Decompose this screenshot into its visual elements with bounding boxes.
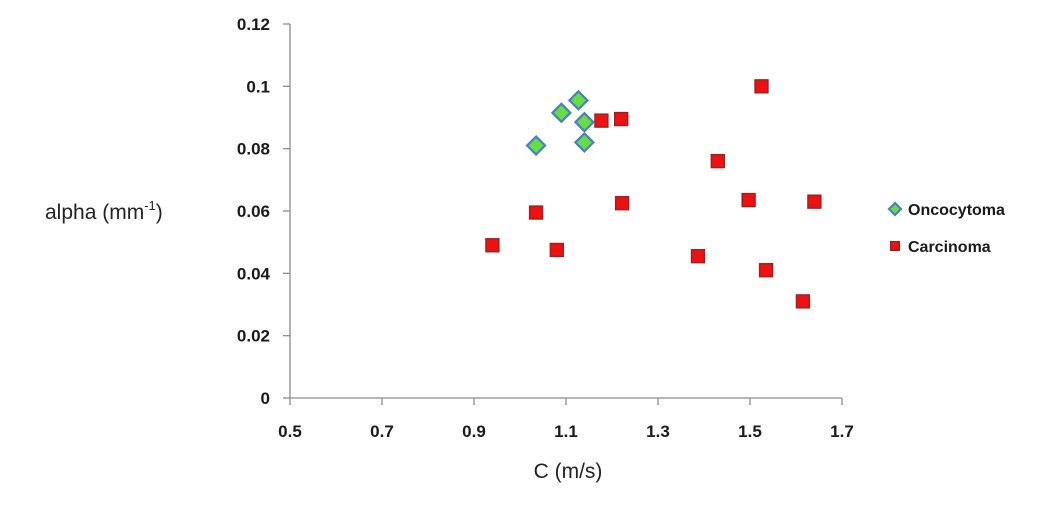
y-axis-title-close: ) xyxy=(156,201,163,224)
data-points xyxy=(485,79,822,309)
carcinoma-point xyxy=(549,242,564,258)
y-tick-label: 0 xyxy=(261,389,270,408)
carcinoma-point xyxy=(741,192,756,208)
y-axis-title: alpha (mm-1) xyxy=(45,198,163,224)
x-tick-label: 1.7 xyxy=(830,422,854,441)
x-tick-label: 1.3 xyxy=(646,422,670,441)
x-tick-label: 0.5 xyxy=(278,422,302,441)
y-axis-title-main: alpha (mm xyxy=(45,201,144,224)
oncocytoma-point xyxy=(550,102,572,124)
carcinoma-point xyxy=(594,113,609,128)
legend-marker-oncocytoma xyxy=(887,201,903,217)
legend-label: Carcinoma xyxy=(908,239,991,256)
x-tick-label: 1.1 xyxy=(554,422,578,441)
y-tick-label: 0.1 xyxy=(246,77,270,96)
carcinoma-point xyxy=(485,238,500,253)
carcinoma-point xyxy=(710,153,725,169)
carcinoma-point xyxy=(614,111,629,127)
x-tick-label: 1.5 xyxy=(738,422,762,441)
carcinoma-point xyxy=(754,79,769,94)
oncocytoma-point xyxy=(525,134,547,157)
x-axis-title: C (m/s) xyxy=(534,460,603,483)
y-ticks: 0 0.02 0.04 0.06 0.08 0.1 0.12 xyxy=(237,15,290,408)
x-tick-label: 0.9 xyxy=(462,422,486,441)
y-tick-label: 0.06 xyxy=(237,202,270,221)
y-tick-label: 0.08 xyxy=(237,140,270,159)
legend-label: Oncocytoma xyxy=(908,202,1005,219)
legend: Oncocytoma Carcinoma xyxy=(887,201,1005,256)
y-tick-label: 0.04 xyxy=(237,264,271,283)
carcinoma-point xyxy=(528,205,544,220)
carcinoma-point xyxy=(795,294,811,309)
carcinoma-point xyxy=(614,196,630,211)
y-tick-label: 0.12 xyxy=(237,15,270,34)
oncocytoma-point xyxy=(567,89,589,111)
oncocytoma-point xyxy=(573,131,595,153)
x-tick-label: 0.7 xyxy=(370,422,394,441)
y-tick-label: 0.02 xyxy=(237,327,270,346)
carcinoma-point xyxy=(807,194,822,209)
carcinoma-point xyxy=(758,263,774,278)
y-axis-title-superscript: -1 xyxy=(144,198,156,213)
carcinoma-point xyxy=(690,249,706,264)
oncocytoma-point xyxy=(573,111,595,133)
legend-marker-carcinoma xyxy=(889,240,901,252)
x-ticks: 0.5 0.7 0.9 1.1 1.3 1.5 1.7 xyxy=(278,398,854,441)
